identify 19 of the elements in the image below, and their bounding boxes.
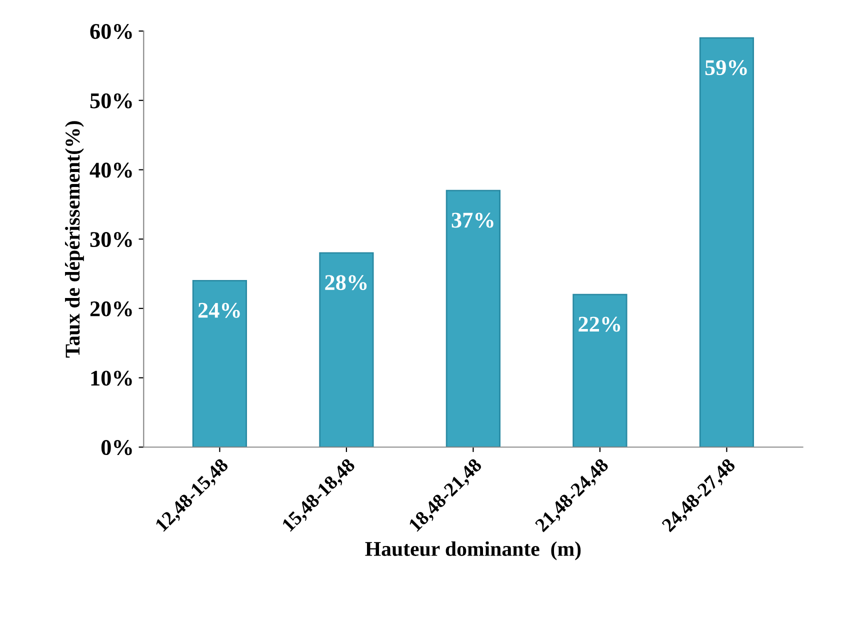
bar bbox=[319, 252, 374, 448]
y-tick-label: 40% bbox=[90, 162, 132, 178]
y-tick-label: 0% bbox=[101, 440, 132, 456]
y-tick-label: 60% bbox=[90, 24, 132, 40]
bar bbox=[572, 294, 628, 448]
bar bbox=[192, 280, 248, 448]
y-axis-title: Taux de dépérissement(%) bbox=[65, 121, 84, 358]
data-label: 22% bbox=[578, 316, 620, 332]
data-label: 24% bbox=[198, 302, 240, 318]
y-tick-label: 50% bbox=[90, 93, 132, 108]
bar bbox=[699, 37, 754, 448]
data-label: 59% bbox=[705, 60, 747, 76]
data-label: 37% bbox=[452, 212, 494, 228]
y-tick-label: 30% bbox=[90, 232, 132, 248]
y-tick-label: 10% bbox=[91, 370, 132, 386]
y-tick-label: 20% bbox=[90, 301, 132, 316]
x-axis-title: Hauteur dominante (m) bbox=[365, 541, 581, 560]
data-label: 28% bbox=[325, 275, 367, 290]
bar bbox=[446, 190, 501, 448]
